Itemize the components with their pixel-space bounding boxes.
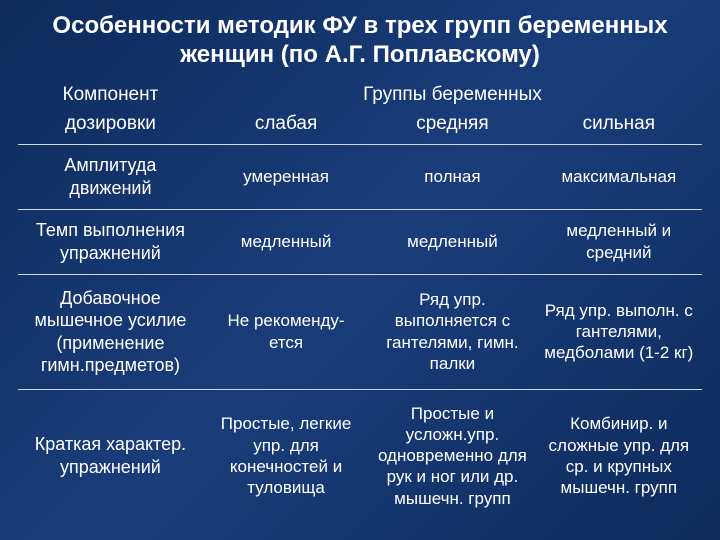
cell: умеренная [203, 144, 369, 209]
row-label: Темп выполнения упражнений [18, 209, 203, 274]
group-strong: сильная [536, 111, 702, 145]
header-row-2: дозировки слабая средняя сильная [18, 111, 702, 145]
cell: максимальная [536, 144, 702, 209]
group-header: Группы беременных [203, 80, 702, 111]
table-row: Темп выполнения упражнений медленный мед… [18, 209, 702, 274]
group-weak: слабая [203, 111, 369, 145]
table-row: Краткая характер. упражнений Простые, ле… [18, 389, 702, 522]
methods-table: Компонент Группы беременных дозировки сл… [18, 80, 702, 522]
col-header-left-line2: дозировки [18, 111, 203, 145]
cell: Не рекоменду-ется [203, 274, 369, 389]
cell: медленный [369, 209, 535, 274]
cell: медленный и средний [536, 209, 702, 274]
cell: Ряд упр. выполняется с гантелями, гимн. … [369, 274, 535, 389]
row-label: Добавочное мышечное усилие (применение г… [18, 274, 203, 389]
cell: медленный [203, 209, 369, 274]
row-label: Амплитуда движений [18, 144, 203, 209]
slide-title: Особенности методик ФУ в трех групп бере… [18, 12, 702, 70]
col-header-left-line1: Компонент [18, 80, 203, 111]
slide-container: Особенности методик ФУ в трех групп бере… [0, 0, 720, 540]
table-row: Амплитуда движений умеренная полная макс… [18, 144, 702, 209]
cell: Комбинир. и сложные упр. для ср. и крупн… [536, 389, 702, 522]
cell: Простые и усложн.упр. одновременно для р… [369, 389, 535, 522]
group-medium: средняя [369, 111, 535, 145]
row-label: Краткая характер. упражнений [18, 389, 203, 522]
cell: Простые, легкие упр. для конечностей и т… [203, 389, 369, 522]
cell: Ряд упр. выполн. с гантелями, медболами … [536, 274, 702, 389]
cell: полная [369, 144, 535, 209]
header-row-1: Компонент Группы беременных [18, 80, 702, 111]
table-row: Добавочное мышечное усилие (применение г… [18, 274, 702, 389]
